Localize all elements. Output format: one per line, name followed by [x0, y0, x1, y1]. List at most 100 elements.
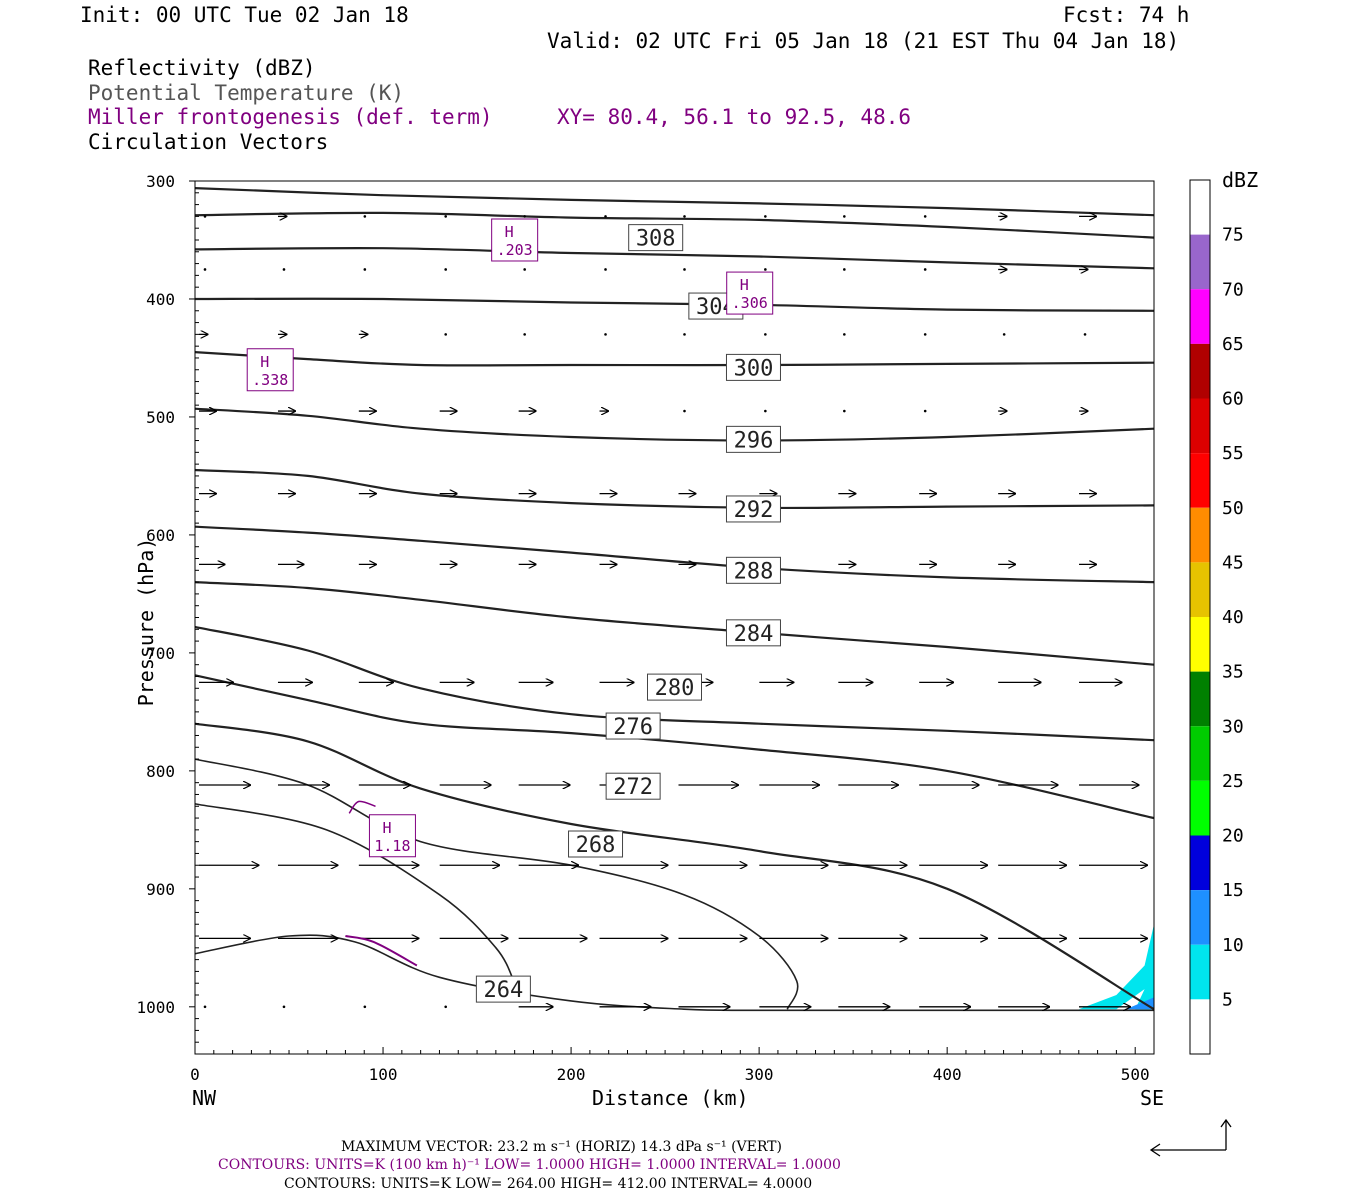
theta-contour-label: 292 — [725, 495, 781, 523]
theta-contour-label: 300 — [725, 353, 781, 381]
field-reflectivity: Reflectivity (dBZ) — [88, 56, 316, 80]
svg-text:284: 284 — [734, 622, 774, 647]
svg-text:H: H — [382, 819, 391, 837]
colorbar-segment — [1190, 999, 1210, 1054]
field-circulation-vectors: Circulation Vectors — [88, 130, 329, 154]
colorbar-segment — [1190, 289, 1210, 344]
colorbar-label: 25 — [1222, 771, 1244, 792]
circulation-vector — [363, 215, 367, 218]
theta-contour — [194, 351, 1155, 367]
circulation-vector — [683, 409, 686, 413]
svg-text:268: 268 — [576, 833, 616, 858]
svg-text:1.18: 1.18 — [374, 837, 410, 855]
circulation-vector — [604, 215, 607, 218]
circulation-vector — [444, 268, 447, 271]
x-axis-label: Distance (km) — [592, 1086, 749, 1110]
circulation-vector — [843, 215, 846, 218]
circulation-vector — [363, 268, 367, 271]
colorbar-label: 55 — [1222, 443, 1244, 464]
theta-contour — [194, 407, 1155, 442]
colorbar-segment — [1190, 726, 1210, 781]
colorbar-segment — [1190, 180, 1210, 235]
contours-frontogenesis-note: CONTOURS: UNITS=K (100 km h)⁻¹ LOW= 1.00… — [218, 1157, 841, 1173]
circulation-vector — [923, 409, 927, 413]
colorbar-segment — [1190, 562, 1210, 617]
svg-text:.306: .306 — [732, 294, 768, 312]
contours-theta-note: CONTOURS: UNITS=K LOW= 264.00 HIGH= 412.… — [284, 1176, 813, 1192]
theta-contour-label: 264 — [475, 975, 531, 1003]
theta-contour — [194, 581, 1155, 666]
frontogenesis-contour — [348, 800, 376, 814]
colorbar-segment — [1190, 671, 1210, 727]
theta-contour — [194, 297, 1155, 312]
x-axis-right-end: SE — [1140, 1086, 1165, 1110]
reference-vector-icon — [1149, 1118, 1232, 1157]
circulation-vector — [363, 1005, 367, 1009]
theta-contour-label: 288 — [725, 556, 781, 584]
colorbar-segment — [1190, 944, 1210, 1000]
x-tick-label: 100 — [369, 1065, 398, 1084]
x-tick-label: 300 — [745, 1065, 774, 1084]
colorbar-label: 30 — [1222, 716, 1244, 737]
svg-text:308: 308 — [636, 227, 676, 252]
y-tick-label: 500 — [146, 408, 175, 427]
colorbar-segment — [1190, 234, 1210, 290]
circulation-vector — [282, 1005, 286, 1009]
svg-text:H: H — [505, 223, 514, 241]
y-tick-label: 900 — [146, 880, 175, 899]
colorbar-segment — [1190, 617, 1210, 672]
x-tick-label: 400 — [933, 1065, 962, 1084]
svg-text:H: H — [260, 353, 269, 371]
colorbar-label: 5 — [1222, 989, 1233, 1010]
colorbar-label: 65 — [1222, 334, 1244, 355]
colorbar-label: 20 — [1222, 826, 1244, 847]
colorbar-segment — [1190, 835, 1210, 891]
circulation-vector — [683, 215, 686, 218]
theta-contour-label: 284 — [725, 619, 781, 647]
theta-contour — [194, 525, 1155, 584]
svg-text:288: 288 — [734, 559, 774, 584]
circulation-vector — [604, 268, 607, 271]
colorbar-label: 60 — [1222, 389, 1244, 410]
theta-contour — [194, 468, 1155, 510]
colorbar-segment — [1190, 890, 1210, 945]
circulation-vector — [923, 215, 927, 218]
circulation-vector — [683, 333, 686, 336]
svg-text:296: 296 — [734, 428, 774, 453]
x-tick-label: 200 — [557, 1065, 586, 1084]
circulation-vector — [523, 268, 526, 271]
circulation-vector — [444, 215, 447, 218]
svg-text:280: 280 — [655, 676, 695, 701]
colorbar-label: 45 — [1222, 552, 1244, 573]
y-axis-label: Pressure (hPa) — [134, 537, 158, 707]
circulation-vector — [203, 268, 207, 271]
theta-contour-label: 280 — [647, 673, 702, 701]
theta-contour — [194, 803, 516, 984]
frontogenesis-contour — [345, 935, 418, 967]
colorbar-label: 10 — [1222, 935, 1244, 956]
x-axis-left-end: NW — [192, 1086, 217, 1110]
circulation-vector — [843, 333, 846, 336]
y-tick-label: 300 — [146, 172, 175, 191]
colorbar-segment — [1190, 507, 1210, 563]
theta-contour-label: 296 — [725, 425, 781, 453]
frontogenesis-maximum: H.306 — [726, 271, 774, 315]
circulation-vector — [282, 268, 286, 271]
circulation-vector — [444, 1005, 447, 1009]
circulation-vector — [683, 268, 686, 271]
colorbar-segment — [1190, 343, 1210, 399]
svg-text:272: 272 — [613, 775, 653, 800]
circulation-vector — [203, 215, 207, 218]
colorbar-label: 75 — [1222, 225, 1244, 246]
maximum-vector-note: MAXIMUM VECTOR: 23.2 m s⁻¹ (HORIZ) 14.3 … — [341, 1139, 782, 1155]
circulation-vector — [1083, 333, 1087, 336]
frontogenesis-maximum: H1.18 — [368, 814, 416, 858]
circulation-vector — [523, 215, 526, 218]
circulation-vector — [444, 333, 447, 336]
init-time: Init: 00 UTC Tue 02 Jan 18 — [80, 3, 409, 27]
theta-contour — [194, 934, 1154, 1012]
svg-text:276: 276 — [613, 715, 653, 740]
circulation-vector — [843, 409, 846, 413]
svg-text:H: H — [740, 276, 749, 294]
